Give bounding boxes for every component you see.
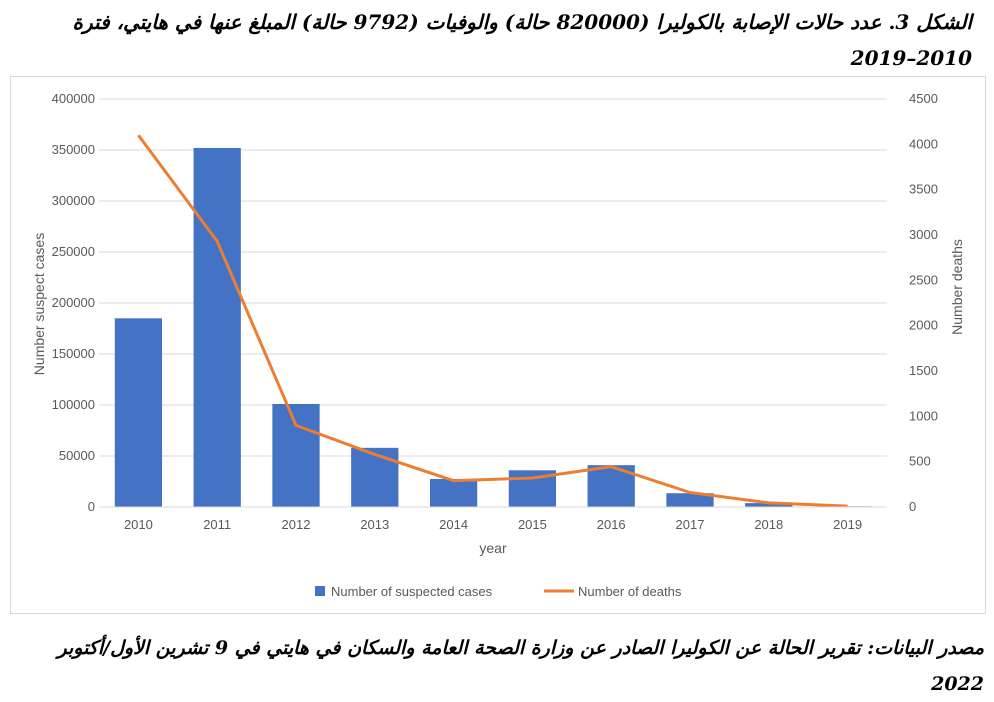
x-axis-title: year [479,540,507,556]
legend-swatch-cases [315,586,325,596]
y-tick-label: 300000 [52,193,95,208]
legend-label-cases: Number of suspected cases [331,584,493,599]
data-source-note: مصدر البيانات: تقرير الحالة عن الكوليرا … [57,637,984,695]
bar-suspected-cases [351,447,399,507]
y-tick-label: 50000 [59,448,95,463]
figure-title: الشكل 3. عدد حالات الإصابة بالكوليرا (82… [72,10,972,70]
y2-tick-label: 500 [909,454,931,469]
x-tick-label: 2012 [282,517,311,532]
chart-container: 0 50000 100000 150000 200000 250000 300000 3500… [10,76,986,614]
y-tick-label: 200000 [52,295,95,310]
right-axis-ticks: 0 500 1000 1500 2000 2500 3000 3500 4000 4500 [909,91,938,514]
cases-deaths-chart: 0 50000 100000 150000 200000 250000 300000 3500… [31,91,965,599]
y-tick-label: 0 [88,499,95,514]
bar-suspected-cases [429,478,478,507]
line-deaths [137,134,848,508]
y2-tick-label: 4000 [909,136,938,151]
y2-tick-label: 1500 [909,363,938,378]
x-tick-label: 2018 [754,517,783,532]
y-tick-label: 400000 [52,91,95,106]
legend: Number of suspected cases Number of deat… [315,584,682,599]
x-tick-label: 2015 [518,517,547,532]
bar-suspected-cases [666,493,714,507]
x-tick-label: 2014 [439,517,468,532]
y2-tick-label: 2500 [909,272,938,287]
x-tick-label: 2016 [597,517,626,532]
legend-label-deaths: Number of deaths [578,584,682,599]
y2-tick-label: 3500 [909,182,938,197]
y2-tick-label: 0 [909,499,916,514]
x-tick-label: 2013 [360,517,389,532]
y-tick-label: 100000 [52,397,95,412]
x-tick-label: 2019 [833,517,862,532]
bar-suspected-cases [114,318,163,507]
y2-tick-label: 4500 [909,91,938,106]
y2-tick-label: 3000 [909,227,938,242]
y2-axis-title: Number deaths [949,239,965,335]
line-series [137,134,848,508]
bar-suspected-cases [272,403,320,507]
bar-suspected-cases [193,147,241,507]
y-tick-label: 150000 [52,346,95,361]
y-axis-title: Number suspect cases [31,233,47,375]
bar-suspected-cases [745,503,793,507]
y-tick-label: 250000 [52,244,95,259]
x-tick-label: 2010 [124,517,153,532]
x-tick-label: 2011 [203,517,231,532]
x-tick-label: 2017 [676,517,705,532]
bar-series [114,147,872,507]
y2-tick-label: 2000 [909,318,938,333]
left-axis-ticks: 0 50000 100000 150000 200000 250000 300000 3500… [52,91,95,514]
x-axis-ticks: 2010 2011 2012 2013 2014 2015 2016 2017 2018 2019 [124,517,862,532]
y2-tick-label: 1000 [909,408,938,423]
y-tick-label: 350000 [52,142,95,157]
